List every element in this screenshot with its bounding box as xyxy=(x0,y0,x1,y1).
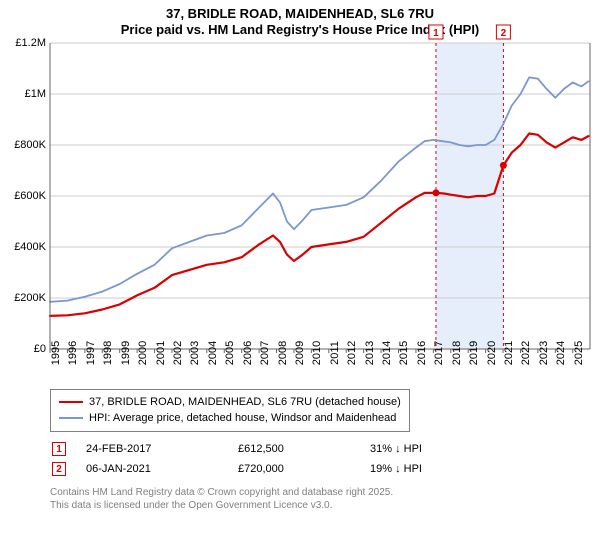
sale-dot xyxy=(500,161,507,168)
x-tick-label: 2009 xyxy=(294,340,306,364)
marker-id-box: 2 xyxy=(52,462,66,476)
x-tick-label: 2005 xyxy=(224,340,236,364)
y-tick-label: £0 xyxy=(34,343,50,355)
footer: Contains HM Land Registry data © Crown c… xyxy=(50,486,600,512)
x-tick-label: 1996 xyxy=(67,340,79,364)
plot-svg: 1 2 xyxy=(50,43,590,349)
x-tick-label: 2018 xyxy=(451,340,463,364)
x-tick-label: 2001 xyxy=(155,340,167,364)
marker-date: 06-JAN-2021 xyxy=(86,460,236,478)
marker-date: 24-FEB-2017 xyxy=(86,440,236,458)
marker-price: £720,000 xyxy=(238,460,368,478)
marker-price: £612,500 xyxy=(238,440,368,458)
x-tick-label: 2000 xyxy=(137,340,149,364)
x-tick-label: 2007 xyxy=(259,340,271,364)
footer-line-2: This data is licensed under the Open Gov… xyxy=(50,499,600,512)
marker-table: 1 24-FEB-2017£612,50031% ↓ HPI 2 06-JAN-202… xyxy=(50,438,424,480)
x-tick-label: 2016 xyxy=(416,340,428,364)
footer-line-1: Contains HM Land Registry data © Crown c… xyxy=(50,486,600,499)
x-tick-label: 2015 xyxy=(398,340,410,364)
legend-label: 37, BRIDLE ROAD, MAIDENHEAD, SL6 7RU (de… xyxy=(89,394,401,411)
y-tick-label: £1M xyxy=(25,88,50,100)
x-tick-label: 2006 xyxy=(242,340,254,364)
x-tick-label: 2012 xyxy=(346,340,358,364)
x-tick-label: 2008 xyxy=(277,340,289,364)
x-tick-label: 2010 xyxy=(311,340,323,364)
marker-diff: 31% ↓ HPI xyxy=(370,440,422,458)
y-tick-label: £1.2M xyxy=(15,37,50,49)
marker-id-box: 1 xyxy=(52,442,66,456)
x-tick-label: 2023 xyxy=(538,340,550,364)
series-line xyxy=(50,77,588,301)
x-tick-label: 2011 xyxy=(329,341,341,365)
x-tick-label: 2025 xyxy=(573,340,585,364)
legend: 37, BRIDLE ROAD, MAIDENHEAD, SL6 7RU (de… xyxy=(50,389,410,432)
x-tick-label: 2020 xyxy=(486,340,498,364)
x-tick-label: 2014 xyxy=(381,340,393,364)
legend-swatch xyxy=(59,417,83,419)
sale-dot xyxy=(432,189,439,196)
y-tick-label: £600K xyxy=(14,190,50,202)
y-tick-label: £800K xyxy=(14,139,50,151)
y-tick-label: £400K xyxy=(14,241,50,253)
x-tick-label: 1997 xyxy=(85,340,97,364)
x-tick-label: 2021 xyxy=(503,340,515,364)
plot-wrap: 1 2 £0£200K£400K£600K£800K£1M£1.2M199519… xyxy=(50,43,590,349)
marker-diff: 19% ↓ HPI xyxy=(370,460,422,478)
series-line xyxy=(50,133,588,315)
title-line-1: 37, BRIDLE ROAD, MAIDENHEAD, SL6 7RU xyxy=(0,6,600,22)
svg-text:1: 1 xyxy=(433,28,439,39)
legend-item: HPI: Average price, detached house, Wind… xyxy=(59,410,401,427)
x-tick-label: 2013 xyxy=(364,340,376,364)
x-tick-label: 2003 xyxy=(189,340,201,364)
marker-row: 2 06-JAN-2021£720,00019% ↓ HPI xyxy=(52,460,422,478)
legend-swatch xyxy=(59,401,83,403)
x-tick-label: 2019 xyxy=(468,340,480,364)
legend-label: HPI: Average price, detached house, Wind… xyxy=(89,410,396,427)
x-tick-label: 2002 xyxy=(172,340,184,364)
svg-text:2: 2 xyxy=(501,28,507,39)
y-tick-label: £200K xyxy=(14,292,50,304)
x-tick-label: 1998 xyxy=(102,340,114,364)
x-tick-label: 2024 xyxy=(555,340,567,364)
x-tick-label: 1995 xyxy=(50,340,62,364)
x-tick-label: 2017 xyxy=(433,340,445,364)
x-tick-label: 2022 xyxy=(520,340,532,364)
marker-row: 1 24-FEB-2017£612,50031% ↓ HPI xyxy=(52,440,422,458)
sale-marker-flag: 1 xyxy=(429,25,443,39)
x-tick-label: 1999 xyxy=(120,340,132,364)
legend-item: 37, BRIDLE ROAD, MAIDENHEAD, SL6 7RU (de… xyxy=(59,394,401,411)
x-tick-label: 2004 xyxy=(207,340,219,364)
sale-marker-flag: 2 xyxy=(496,25,510,39)
